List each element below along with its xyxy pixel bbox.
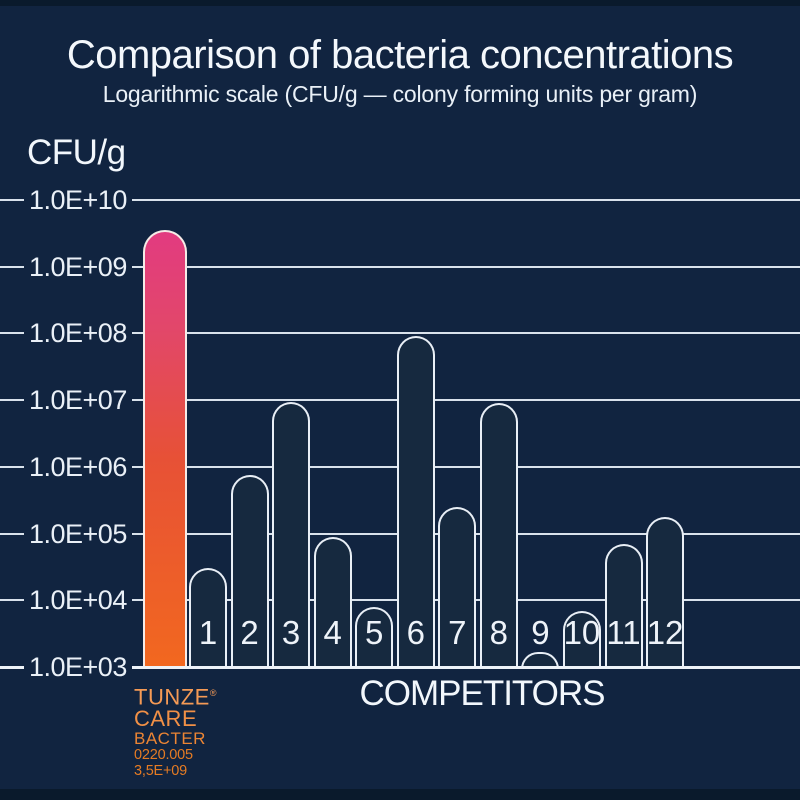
bar-competitor-1 (189, 568, 227, 669)
bar-number-4: 4 (323, 614, 342, 651)
brand-value-label: 3,5E+09 (134, 763, 188, 780)
bar-number-6: 6 (406, 614, 425, 651)
bar-competitor-12 (646, 516, 685, 669)
bar-number-8: 8 (489, 614, 509, 651)
gridline-1e3 (0, 666, 800, 669)
top-band (0, 0, 800, 6)
bar-competitor-7 (438, 507, 477, 669)
bar-number-10: 10 (563, 614, 601, 651)
bar-competitor-8 (479, 403, 518, 669)
bar-number-1: 1 (198, 614, 218, 651)
x-axis-label: COMPETITORS (359, 674, 605, 713)
y-tick-label-1e4: 1.0E+04 (24, 584, 132, 617)
bar-competitor-4 (313, 536, 352, 669)
bar-number-12: 12 (646, 614, 684, 651)
page-title: Comparison of bacteria concentrations (66, 33, 734, 77)
brand-label-block: TUNZE® CARE BACTER 0220.005 3,5E+09 (134, 682, 217, 779)
bar-number-11: 11 (606, 614, 641, 651)
bar-competitor-5 (355, 606, 394, 669)
y-tick-label-1e6: 1.0E+06 (24, 450, 132, 483)
y-tick-label-1e10: 1.0E+10 (24, 184, 132, 216)
gridline-1e10 (0, 199, 800, 201)
y-tick-label-1e5: 1.0E+05 (24, 517, 132, 550)
bar-number-5: 5 (365, 614, 384, 651)
y-tick-label-1e8: 1.0E+08 (24, 317, 132, 350)
bar-number-7: 7 (448, 614, 467, 651)
bar-number-3: 3 (281, 614, 301, 651)
y-tick-label-1e7: 1.0E+07 (24, 384, 132, 417)
bar-competitor-2 (230, 475, 269, 669)
registered-trademark-icon: ® (209, 688, 217, 698)
gridline-1e9 (0, 265, 800, 268)
brand-line-care: CARE (134, 706, 198, 732)
brand-line-bacter: BACTER (134, 729, 206, 749)
brand-sku: 0220.005 (134, 747, 193, 764)
brand-name: TUNZE® (134, 684, 217, 710)
bar-competitor-3 (272, 401, 311, 669)
bottom-band (0, 789, 800, 800)
page-subtitle: Logarithmic scale (CFU/g — colony formin… (102, 81, 698, 107)
bar-tunze-care-bacter (143, 230, 187, 669)
gridline-1e8 (0, 332, 800, 335)
y-tick-label-1e9: 1.0E+09 (24, 250, 132, 283)
bar-competitor-6 (396, 336, 435, 669)
bar-number-2: 2 (240, 614, 259, 651)
y-tick-label-1e3: 1.0E+03 (24, 651, 132, 683)
y-axis-unit-label: CFU/g (27, 133, 126, 172)
bar-competitor-11 (604, 543, 643, 669)
bar-number-9: 9 (531, 614, 550, 651)
bar-competitor-10 (562, 610, 601, 669)
